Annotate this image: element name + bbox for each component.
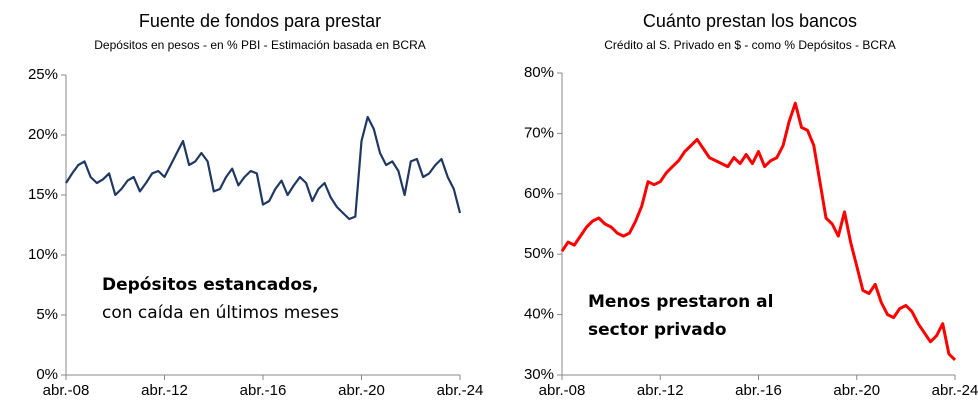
line xyxy=(65,115,462,221)
y-tick-label: 40% xyxy=(524,306,554,323)
y-tick-label: 60% xyxy=(524,185,554,202)
chart-title: Cuánto prestan los bancos xyxy=(643,11,857,31)
x-tick-label: abr.-16 xyxy=(240,382,287,399)
x-tick-label: abr.-24 xyxy=(932,382,978,399)
annotation: con caída en últimos meses xyxy=(102,303,339,323)
y-tick-label: 50% xyxy=(524,245,554,262)
x-tick-label: abr.-08 xyxy=(539,382,586,399)
y-tick-label: 20% xyxy=(28,126,58,143)
annotation: Menos prestaron al xyxy=(588,292,773,312)
x-tick-label: abr.-12 xyxy=(637,382,684,399)
annotation: sector privado xyxy=(588,320,727,340)
x-tick-label: abr.-12 xyxy=(141,382,188,399)
y-tick-label: 80% xyxy=(524,64,554,81)
y-tick-label: 0% xyxy=(36,366,58,383)
x-tick-label: abr.-16 xyxy=(735,382,782,399)
chart-subtitle: Crédito al S. Privado en $ - como % Depó… xyxy=(604,38,895,52)
chart-subtitle: Depósitos en pesos - en % PBI - Estimaci… xyxy=(94,38,426,52)
x-tick-label: abr.-24 xyxy=(437,382,484,399)
y-tick-label: 10% xyxy=(28,246,58,263)
y-tick-label: 70% xyxy=(524,124,554,141)
y-tick-label: 5% xyxy=(36,306,58,323)
y-tick-label: 15% xyxy=(28,186,58,203)
chart-title: Fuente de fondos para prestar xyxy=(139,11,381,31)
x-tick-label: abr.-20 xyxy=(833,382,880,399)
x-tick-label: abr.-08 xyxy=(43,382,90,399)
x-tick-label: abr.-20 xyxy=(338,382,385,399)
y-tick-label: 25% xyxy=(28,66,58,83)
y-tick-label: 30% xyxy=(524,366,554,383)
line xyxy=(560,101,957,361)
annotation: Depósitos estancados, xyxy=(102,275,319,295)
